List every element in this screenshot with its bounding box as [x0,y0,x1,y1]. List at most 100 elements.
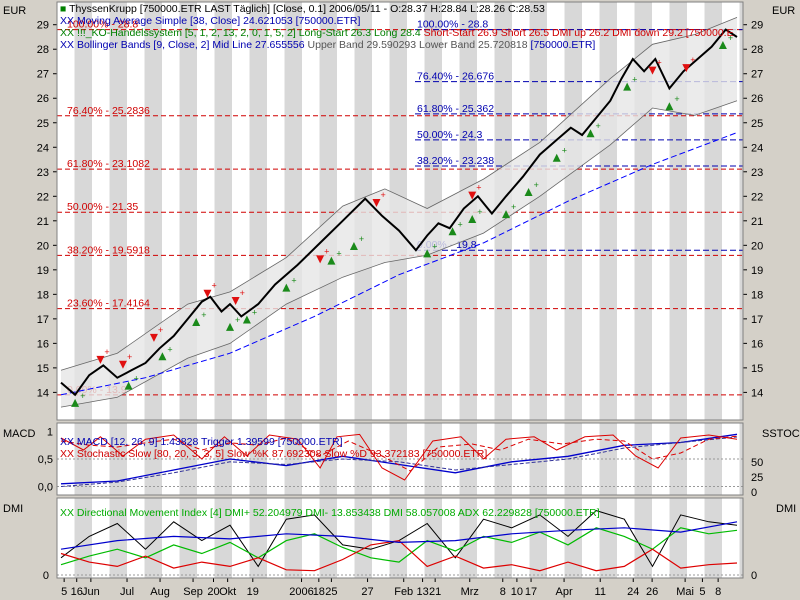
y-tick-label-right: 21 [751,216,763,228]
dmi-label-right: DMI [776,503,796,515]
x-tick-label: 10 [511,586,523,598]
x-tick-label: Okt [219,586,236,598]
short-signal-marker [96,355,105,364]
y-tick-label-left: 28 [37,44,49,56]
y-tick-label-left: 18 [37,289,49,301]
legend-tail-4: Upper Band 29.590293 Lower Band 25.72081… [308,39,531,51]
week-band [144,2,162,420]
x-tick-label: 25 [325,586,337,598]
y-tick-label-left: 14 [37,387,49,399]
short-signal-marker [149,333,158,342]
long-plus-mark: + [511,202,516,212]
short-plus-mark: + [158,325,163,335]
dmi-label-left: DMI [3,503,23,515]
y-tick-label-right: 19 [751,265,763,277]
fib-label-right: 61.80% - 25.362 [417,103,494,115]
week-band [739,2,743,420]
week-band [179,498,197,578]
stoch-tick-label: 0 [751,487,757,499]
price-line [60,28,738,397]
y-tick-label-right: 23 [751,167,763,179]
long-plus-mark: + [432,241,437,251]
x-tick-label: 24 [627,586,639,598]
legend-line-4: XX Bollinger Bands [9, Close, 2] Mid Lin… [60,39,595,51]
week-band [74,2,92,420]
x-tick-label: 21 [429,586,441,598]
price-series [60,28,738,397]
week-band [494,498,512,578]
short-signal-marker [648,66,657,75]
y-tick-label-right: 17 [751,314,763,326]
week-band [669,498,687,578]
long-plus-mark: + [80,391,85,401]
bollinger-area [61,17,737,408]
x-tick-label: 26 [646,586,658,598]
y-tick-label-right: 26 [751,93,763,105]
legend-text-2: Moving Average Simple [38, Close] 24.621… [77,15,361,27]
long-plus-mark: + [336,249,341,259]
long-plus-mark: + [477,207,482,217]
y-tick-label-right: 22 [751,191,763,203]
y-tick-label-right: 16 [751,338,763,350]
x-tick-label: 8 [500,586,506,598]
legend-text-1: ThyssenKrupp [750000.ETR LAST Täglich] [… [69,3,545,15]
week-band [109,2,127,420]
legend-line-2: XX Moving Average Simple [38, Close] 24.… [60,15,361,27]
fib-label-right: 100.00% - 28.8 [417,19,488,31]
y-tick-label-right: 24 [751,142,763,154]
long-signal-marker [226,322,234,331]
long-signal-marker [282,283,291,292]
week-band [704,498,722,578]
x-tick-label: 27 [361,586,373,598]
macd-tick-label: 1 [47,427,53,439]
y-tick-label-right: 18 [751,289,763,301]
long-signal-marker [327,256,336,265]
short-plus-mark: + [127,352,132,362]
week-band [424,498,442,578]
macd-tick-label: 0,0 [38,482,53,494]
y-tick-label-left: 21 [37,216,49,228]
macd-legend: XX MACD [12, 26, 9] 1.43828 Trigger 1.39… [60,436,343,448]
indicator-panels [57,433,743,576]
bollinger-upper-band [60,17,738,371]
y-tick-label-right: 25 [751,118,763,130]
y-tick-label-right: 27 [751,69,763,81]
x-tick-label: 8 [715,586,721,598]
long-signal-marker [623,82,632,91]
y-tick-label-left: 27 [37,69,49,81]
week-band [284,2,302,420]
long-plus-mark: + [201,310,206,320]
week-band [634,423,652,495]
x-tick-label: Mai [676,586,694,598]
short-plus-mark: + [657,58,662,68]
long-plus-mark: + [252,308,257,318]
adx-line [60,521,738,550]
long-signal-marker [586,129,595,138]
dmi-minus-line [60,539,738,572]
x-tick-label: Mrz [461,586,479,598]
x-tick-label: 11 [595,586,606,598]
week-band [389,498,407,578]
short-plus-mark: + [380,190,385,200]
short-signal-marker [682,64,691,73]
long-plus-mark: + [562,146,567,156]
legend-text-4: Bollinger Bands [9, Close, 2] Mid Line 2… [77,39,308,51]
week-band [214,423,232,495]
y-tick-label-left: 20 [37,240,49,252]
legend-line-3: XX !!!_KO-Handelssystem [5, 1, 2, 13, 2,… [60,27,734,39]
currency-label-right: EUR [772,5,795,17]
long-signal-marker [192,317,201,326]
fib-label-left: 50.00% - 21.35 [67,201,138,213]
x-tick-label: Sep [183,586,203,598]
short-signal-marker [203,289,212,298]
week-band [109,498,127,578]
x-tick-label: 16 [71,586,83,598]
week-band [494,423,512,495]
long-signal-marker [665,102,674,111]
x-tick-label: 20 [207,586,219,598]
sstoc-label: SSTOC [762,428,800,440]
x-tick-label: 13 [416,586,428,598]
long-signal-marker [524,188,533,197]
